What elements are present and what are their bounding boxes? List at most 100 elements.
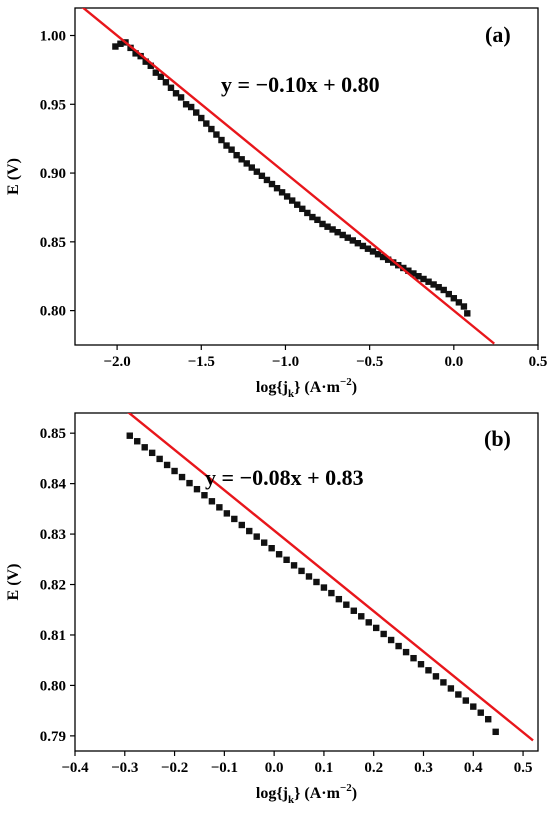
data-point xyxy=(147,62,154,69)
data-point xyxy=(339,231,346,239)
data-point xyxy=(208,125,215,133)
fit-line xyxy=(81,8,495,345)
x-tick-label: −2.0 xyxy=(103,354,130,370)
data-point xyxy=(460,303,468,310)
data-point xyxy=(464,310,471,317)
data-point xyxy=(349,237,356,244)
data-point xyxy=(435,284,442,291)
data-point xyxy=(273,184,281,192)
data-point xyxy=(186,479,193,487)
data-point xyxy=(415,273,422,280)
data-point xyxy=(134,438,141,445)
data-point xyxy=(344,234,351,241)
data-point xyxy=(343,601,350,608)
data-point xyxy=(201,492,208,499)
data-point xyxy=(248,164,255,171)
data-point xyxy=(141,444,148,451)
plot-frame xyxy=(74,7,539,346)
data-point xyxy=(314,216,321,224)
data-point xyxy=(477,709,484,716)
data-point xyxy=(152,69,160,76)
data-point xyxy=(384,256,392,263)
data-point xyxy=(178,473,186,481)
data-point xyxy=(432,673,440,680)
data-point xyxy=(253,533,260,540)
data-point xyxy=(350,607,357,614)
x-tick-label: −0.2 xyxy=(161,760,188,776)
data-point xyxy=(447,685,455,692)
data-point xyxy=(450,295,458,302)
data-point xyxy=(243,160,250,167)
data-point xyxy=(156,455,163,463)
panel-b: −0.4 −0.3 −0.2 −0.1 0.0 0.1 0.2 0.3 0.4 0.5 0.79 0.… xyxy=(5,412,539,806)
data-point xyxy=(410,654,417,662)
y-tick-label: 0.83 xyxy=(40,527,66,543)
y-tick-label: 0.84 xyxy=(40,477,67,493)
data-point xyxy=(112,43,119,50)
data-point xyxy=(294,201,301,208)
y-tick-label: 1.00 xyxy=(40,29,66,45)
data-point xyxy=(420,275,427,283)
data-point xyxy=(445,290,452,298)
data-point xyxy=(372,624,380,632)
data-point xyxy=(492,728,499,736)
data-point xyxy=(268,545,275,552)
data-point xyxy=(283,556,290,564)
x-tick-label: −0.4 xyxy=(61,760,89,776)
y-tick-label: 0.90 xyxy=(40,166,66,182)
data-point xyxy=(298,567,305,575)
data-point xyxy=(387,636,395,644)
plot-frame xyxy=(74,412,539,752)
data-point xyxy=(470,703,477,710)
data-point xyxy=(425,278,432,285)
panel-label: (a) xyxy=(485,22,511,47)
data-point xyxy=(405,267,412,274)
data-point xyxy=(223,142,230,149)
y-tick-label: 0.79 xyxy=(40,729,66,745)
x-tick-label: −0.1 xyxy=(211,760,238,776)
data-point xyxy=(313,578,320,586)
data-point xyxy=(380,630,387,638)
data-point xyxy=(162,79,170,86)
plot-area xyxy=(126,413,534,742)
data-point xyxy=(369,248,377,255)
fit-equation: y = −0.08x + 0.83 xyxy=(205,465,364,490)
data-point xyxy=(171,467,178,475)
data-point xyxy=(328,589,335,597)
data-point xyxy=(231,515,238,523)
data-point xyxy=(462,697,470,704)
data-point xyxy=(253,168,261,175)
data-point xyxy=(177,94,185,101)
data-point xyxy=(142,58,149,65)
data-point xyxy=(335,595,343,603)
data-point xyxy=(172,90,180,97)
data-point xyxy=(198,114,205,122)
data-point xyxy=(167,84,175,91)
data-point xyxy=(309,213,316,221)
data-point xyxy=(455,691,462,698)
y-axis-label: E (V) xyxy=(5,158,22,195)
data-point xyxy=(263,176,271,184)
data-point xyxy=(364,245,372,252)
y-tick-label: 0.95 xyxy=(40,97,66,113)
y-axis-label: E (V) xyxy=(5,564,22,601)
data-point xyxy=(334,229,341,236)
data-point xyxy=(182,101,190,108)
data-point xyxy=(260,539,268,546)
plot-area xyxy=(81,8,495,345)
data-point xyxy=(417,661,425,668)
y-tick-label: 0.85 xyxy=(40,426,66,442)
x-tick-label: 0.5 xyxy=(529,354,548,370)
data-point xyxy=(402,648,410,656)
data-point xyxy=(304,209,311,217)
data-point xyxy=(213,131,220,138)
y-tick-label: 0.85 xyxy=(40,235,66,251)
panel-a: −2.0 −1.5 −1.0 −0.5 0.0 0.5 0.80 0.85 0.90 0.95 1.… xyxy=(5,7,548,400)
data-point xyxy=(320,584,328,591)
data-point xyxy=(455,299,463,306)
data-point xyxy=(305,573,313,580)
data-point xyxy=(258,172,266,180)
data-point xyxy=(290,562,298,569)
data-point xyxy=(485,716,492,723)
data-point xyxy=(238,156,245,163)
